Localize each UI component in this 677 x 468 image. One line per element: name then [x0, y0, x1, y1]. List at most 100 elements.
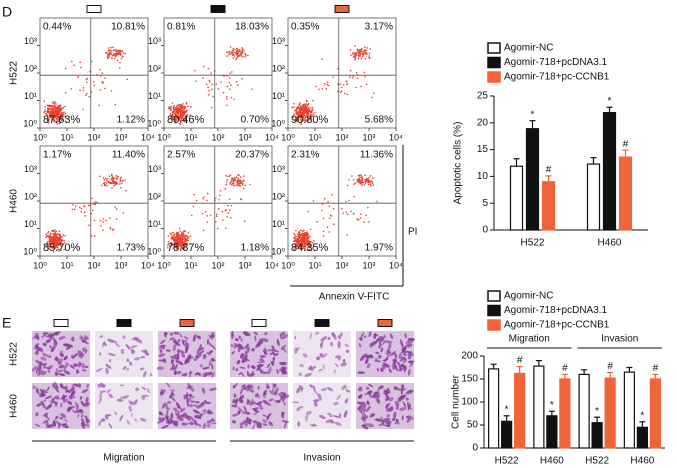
cell — [398, 363, 402, 372]
event-dot — [357, 57, 360, 60]
event-dot — [346, 93, 349, 96]
cell — [234, 343, 238, 347]
event-dot — [293, 248, 295, 250]
cell — [276, 399, 281, 403]
x-tick-label: 10⁴ — [141, 132, 155, 142]
cell — [406, 416, 412, 423]
event-dot — [360, 181, 363, 183]
event-dot — [184, 240, 187, 243]
cell — [280, 391, 284, 396]
cell — [108, 423, 113, 429]
event-dot — [322, 235, 325, 237]
event-dot — [309, 235, 312, 238]
event-dot — [304, 108, 307, 110]
event-dot — [99, 175, 101, 178]
cell — [196, 335, 201, 340]
event-dot — [50, 116, 52, 119]
group-label: Migration — [103, 453, 144, 464]
event-dot — [111, 187, 113, 189]
event-dot — [60, 108, 63, 111]
event-dot — [64, 112, 67, 115]
event-dot — [186, 238, 189, 240]
event-dot — [349, 69, 352, 72]
bar — [533, 365, 545, 449]
quadrant-label: 2.31% — [291, 150, 319, 161]
cell — [73, 363, 78, 367]
cell — [252, 408, 260, 413]
event-dot — [56, 232, 59, 235]
event-dot — [45, 233, 47, 235]
event-dot — [47, 107, 50, 110]
cell — [282, 394, 290, 399]
event-dot — [180, 103, 182, 106]
cell — [240, 384, 246, 388]
cell — [81, 336, 84, 340]
event-dot — [340, 90, 343, 92]
event-dot — [226, 55, 228, 57]
event-dot — [178, 242, 181, 244]
event-dot — [371, 96, 373, 99]
event-dot — [51, 230, 53, 232]
event-dot — [242, 179, 245, 182]
cell — [246, 346, 250, 354]
event-dot — [88, 224, 90, 226]
event-dot — [352, 56, 355, 58]
event-dot — [182, 105, 185, 108]
event-dot — [63, 239, 65, 242]
event-dot — [107, 47, 110, 49]
cell — [244, 343, 250, 349]
significance-marker: # — [546, 165, 552, 176]
cell — [231, 331, 234, 339]
cell — [135, 387, 140, 392]
cell — [305, 414, 308, 422]
bar — [509, 165, 524, 231]
event-dot — [102, 218, 104, 220]
x-tick-label: 10⁰ — [33, 260, 47, 270]
event-dot — [244, 55, 246, 58]
cell — [128, 361, 132, 366]
event-dot — [180, 242, 182, 244]
event-dot — [342, 212, 344, 214]
event-dot — [308, 109, 311, 111]
cell — [193, 419, 197, 426]
bar — [525, 128, 540, 231]
cell — [259, 358, 265, 363]
event-dot — [62, 234, 65, 236]
cell — [345, 349, 350, 353]
cell — [357, 406, 361, 410]
event-dot — [182, 103, 184, 105]
event-dot — [296, 244, 299, 246]
event-dot — [185, 102, 188, 105]
event-dot — [307, 119, 310, 122]
event-dot — [124, 179, 127, 182]
event-dot — [180, 232, 183, 234]
cell — [253, 331, 258, 336]
cell — [358, 401, 361, 406]
y-tick-label: 10⁰ — [23, 118, 37, 128]
event-dot — [109, 227, 112, 230]
cell-stain — [357, 331, 416, 376]
event-dot — [219, 194, 221, 197]
quadrant-label: 1.18% — [241, 243, 269, 254]
cell — [33, 335, 40, 339]
cell — [375, 360, 381, 363]
quadrant-label: 2.57% — [167, 150, 195, 161]
event-dot — [61, 245, 63, 247]
cell — [405, 415, 410, 419]
event-dot — [87, 204, 90, 207]
cell — [263, 395, 266, 399]
cell — [386, 414, 390, 418]
cell — [84, 349, 88, 354]
event-dot — [364, 182, 367, 184]
event-dot — [178, 237, 181, 239]
cell — [274, 387, 279, 395]
cell — [281, 368, 285, 373]
event-dot — [307, 236, 309, 239]
event-dot — [92, 81, 95, 83]
cell — [209, 387, 217, 391]
event-dot — [230, 183, 233, 186]
event-dot — [295, 109, 298, 112]
event-dot — [110, 90, 113, 92]
event-dot — [62, 115, 64, 118]
cell — [380, 367, 384, 372]
